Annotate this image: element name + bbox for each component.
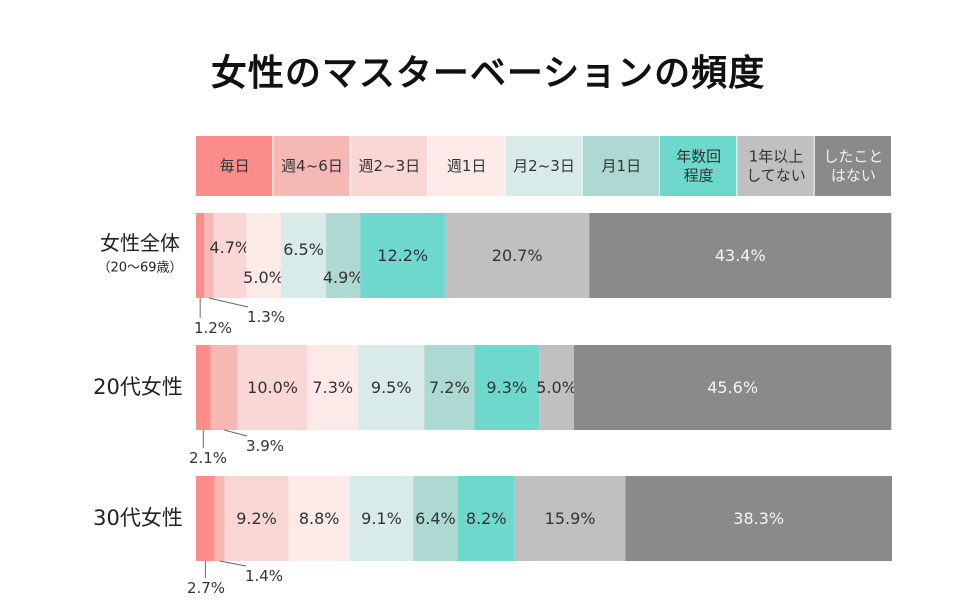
legend-label: 月1日	[602, 157, 642, 175]
data-label: 10.0%	[247, 378, 298, 397]
data-label: 7.2%	[429, 378, 470, 397]
data-label: 1.3%	[247, 308, 285, 326]
legend-swatch	[196, 136, 273, 196]
bar-segment	[457, 476, 515, 561]
bar-segment	[210, 345, 238, 430]
legend-swatch	[273, 136, 350, 196]
legend-swatch	[428, 136, 505, 196]
bar-segment	[539, 345, 574, 430]
leader-line	[219, 560, 247, 567]
data-label: 20.7%	[492, 246, 543, 265]
bar-segment	[288, 476, 350, 561]
legend-label: 月2~3日	[513, 157, 575, 175]
legend-label: 週1日	[447, 157, 487, 175]
category-label: 女性全体	[100, 231, 180, 255]
bar-segment	[514, 476, 626, 561]
bar-segment	[589, 213, 892, 298]
data-label: 5.0%	[536, 378, 577, 397]
data-label: 45.6%	[707, 378, 758, 397]
legend-label: してない	[746, 167, 806, 185]
bar-segment	[358, 345, 425, 430]
data-label: 15.9%	[545, 509, 596, 528]
data-label: 43.4%	[715, 246, 766, 265]
legend-swatch	[814, 136, 891, 196]
data-label: 9.1%	[361, 509, 402, 528]
legend-swatch	[350, 136, 427, 196]
bar-segment	[573, 345, 892, 430]
legend-label: 週4~6日	[281, 157, 343, 175]
legend-label: 程度	[684, 167, 714, 185]
bar-segment	[237, 345, 308, 430]
bar-segment	[625, 476, 892, 561]
legend-label: したこと	[823, 148, 883, 166]
bar-segment	[280, 213, 327, 298]
category-sublabel: （20～69歳）	[97, 261, 182, 276]
bar-segment	[326, 213, 361, 298]
bar-segment	[307, 345, 359, 430]
category-label: 30代女性	[93, 506, 183, 530]
data-label: 8.8%	[299, 509, 340, 528]
data-label: 4.7%	[209, 238, 250, 257]
bar-segment	[204, 213, 214, 298]
bar-segment	[424, 345, 475, 430]
bar-segment	[196, 476, 215, 561]
data-label: 8.2%	[466, 509, 507, 528]
data-label: 4.9%	[323, 268, 364, 287]
legend-label: 1年以上	[749, 148, 804, 166]
leader-line	[208, 297, 249, 308]
leader-line	[224, 429, 248, 437]
data-label: 6.4%	[415, 509, 456, 528]
legend-label: はない	[831, 167, 876, 185]
data-label: 9.2%	[236, 509, 277, 528]
bar-segment	[214, 476, 225, 561]
bar-segment	[213, 213, 247, 298]
data-label: 12.2%	[377, 246, 428, 265]
category-label: 20代女性	[93, 375, 183, 399]
data-label: 1.4%	[245, 567, 283, 585]
data-label: 1.2%	[194, 319, 232, 337]
data-label: 7.3%	[312, 378, 353, 397]
bar-segment	[196, 213, 205, 298]
data-label: 2.1%	[189, 449, 227, 467]
bar-segment	[413, 476, 458, 561]
legend-label: 週2~3日	[359, 157, 421, 175]
bar-segment	[224, 476, 289, 561]
bar-segment	[349, 476, 414, 561]
legend-label: 毎日	[220, 157, 250, 175]
data-label: 9.3%	[486, 378, 527, 397]
legend-swatch	[737, 136, 814, 196]
data-label: 9.5%	[371, 378, 412, 397]
data-label: 2.7%	[187, 579, 225, 597]
data-label: 6.5%	[283, 240, 324, 259]
legend-label: 年数回	[676, 148, 721, 166]
bar-segment	[360, 213, 446, 298]
data-label: 5.0%	[243, 268, 284, 287]
legend-swatch	[582, 136, 659, 196]
chart-title: 女性のマスターベーションの頻度	[210, 53, 766, 94]
data-label: 3.9%	[246, 437, 284, 455]
legend-swatch	[660, 136, 737, 196]
bar-segment	[445, 213, 590, 298]
legend-swatch	[505, 136, 582, 196]
data-label: 38.3%	[733, 509, 784, 528]
bar-segment	[196, 345, 211, 430]
bar-segment	[474, 345, 540, 430]
bar-segment	[246, 213, 281, 298]
